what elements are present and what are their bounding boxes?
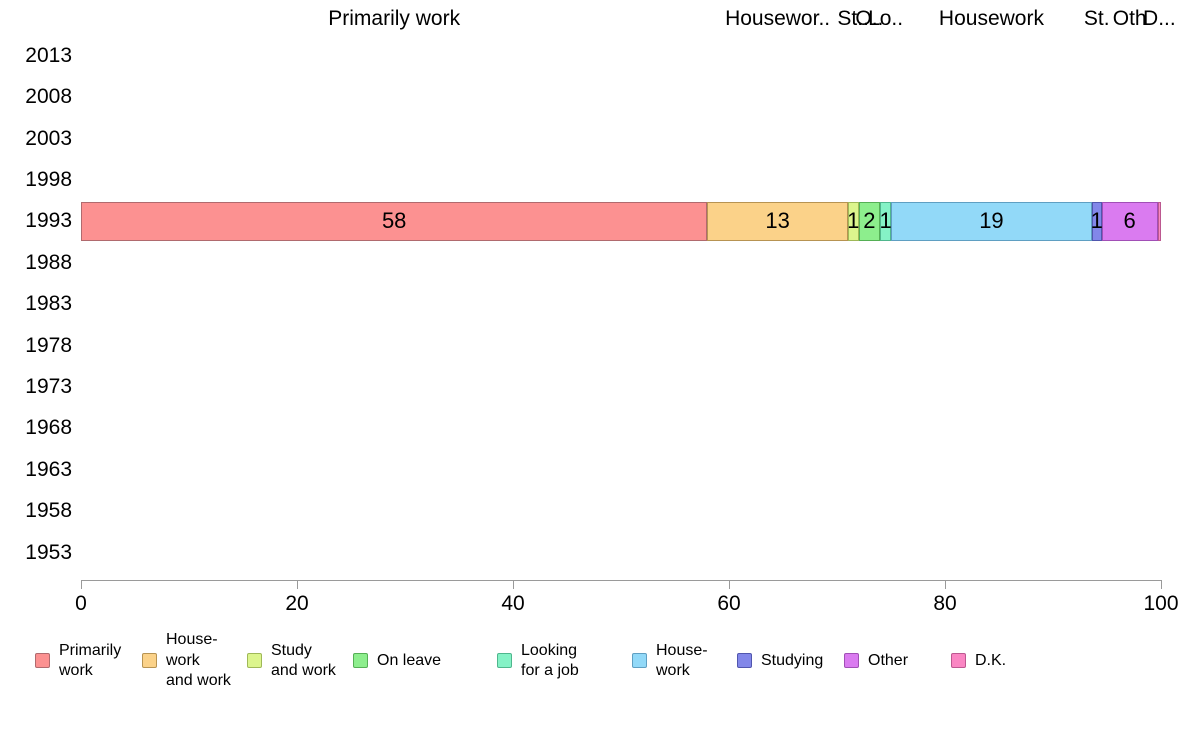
x-axis-tick-80 [944,580,946,589]
year-label-1973: 1973 [25,374,72,398]
legend-swatch-icon [247,653,262,669]
legend-swatch-icon [497,653,512,669]
header-label-housework-and-work: Housewor.. [725,7,831,30]
legend-item-other[interactable]: Other [844,651,908,671]
x-axis-tick-label-100: 100 [1143,592,1179,615]
year-label-2003: 2003 [25,126,72,150]
header-label-on-leave: O.. [855,7,884,30]
segment-value: 58 [381,208,407,234]
legend-item-housework[interactable]: House-work [632,641,708,682]
legend-label: House-work and work [166,631,231,690]
segment-value: 19 [979,208,1004,234]
x-axis-tick-label-80: 80 [933,592,957,615]
header-label-d-k-: D... [1143,7,1176,30]
x-axis-line [81,580,1161,581]
legend-swatch-icon [844,653,859,669]
legend-item-d-k-[interactable]: D.K. [951,651,1006,671]
legend-swatch-icon [632,653,647,669]
legend-item-on-leave[interactable]: On leave [353,651,441,671]
header-label-other: Oth [1112,7,1147,30]
legend-swatch-icon [35,653,50,669]
x-axis-tick-label-40: 40 [501,592,525,615]
segment-value: 13 [765,208,790,234]
year-label-1968: 1968 [25,416,72,440]
segment-value: 1 [1090,208,1103,234]
segment-value: 2 [863,208,876,234]
x-axis-tick-100 [1160,580,1162,589]
year-label-1958: 1958 [25,499,72,523]
legend-label: House-work [656,641,708,679]
segment-housework[interactable]: 19 [891,201,1092,241]
year-label-1983: 1983 [25,292,72,316]
segment-on-leave[interactable]: 2 [858,201,881,241]
legend-label: Study and work [271,641,336,679]
legend-label: On leave [377,651,442,669]
year-label-2013: 2013 [25,43,72,67]
segment-value: 6 [1123,208,1136,234]
legend-item-study-and-work[interactable]: Study and work [247,641,336,682]
segment-value: 1 [879,208,892,234]
legend-item-primarily-work[interactable]: Primarily work [35,641,121,682]
legend-swatch-icon [737,653,752,669]
x-axis-tick-label-60: 60 [717,592,741,615]
header-label-primarily-work: Primarily work [328,7,461,30]
segment-studying[interactable]: 1 [1090,201,1103,241]
legend-item-studying[interactable]: Studying [737,651,823,671]
legend-item-housework-and-work[interactable]: House-work and work [142,630,231,691]
x-axis-tick-60 [728,580,730,589]
segment-housework-and-work[interactable]: 13 [707,201,848,241]
legend-label: D.K. [975,651,1007,669]
segment-value: 1 [847,208,860,234]
x-axis-tick-20 [296,580,298,589]
legend-item-looking-for-a-job[interactable]: Looking for a job [497,641,579,682]
legend-swatch-icon [142,653,157,669]
year-label-1953: 1953 [25,540,72,564]
legend-label: Looking for a job [521,641,579,679]
segment-looking-for-a-job[interactable]: 1 [879,201,892,241]
x-axis-tick-0 [80,580,82,589]
header-label-studying: St. [1083,7,1110,30]
year-label-1988: 1988 [25,250,72,274]
year-label-1998: 1998 [25,167,72,191]
segment-other[interactable]: 6 [1101,201,1158,241]
header-label-housework: Housework [938,7,1044,30]
legend-swatch-icon [353,653,368,669]
year-label-1963: 1963 [25,457,72,481]
year-label-1993: 1993 [25,209,72,233]
legend-label: Primarily work [59,641,122,679]
legend-swatch-icon [951,653,966,669]
segment-d-k-[interactable] [1157,201,1161,241]
legend-label: Other [868,651,909,669]
legend-label: Studying [761,651,824,669]
segment-primarily-work[interactable]: 58 [81,201,708,241]
x-axis-tick-label-20: 20 [285,592,309,615]
header-label-looking-for-a-job: Lo.. [868,7,904,30]
year-label-1978: 1978 [25,333,72,357]
x-axis-tick-label-0: 0 [75,592,87,615]
segment-study-and-work[interactable]: 1 [847,201,860,241]
x-axis-tick-40 [512,580,514,589]
header-label-study-and-work: St.. [837,7,869,30]
year-label-2008: 2008 [25,85,72,109]
